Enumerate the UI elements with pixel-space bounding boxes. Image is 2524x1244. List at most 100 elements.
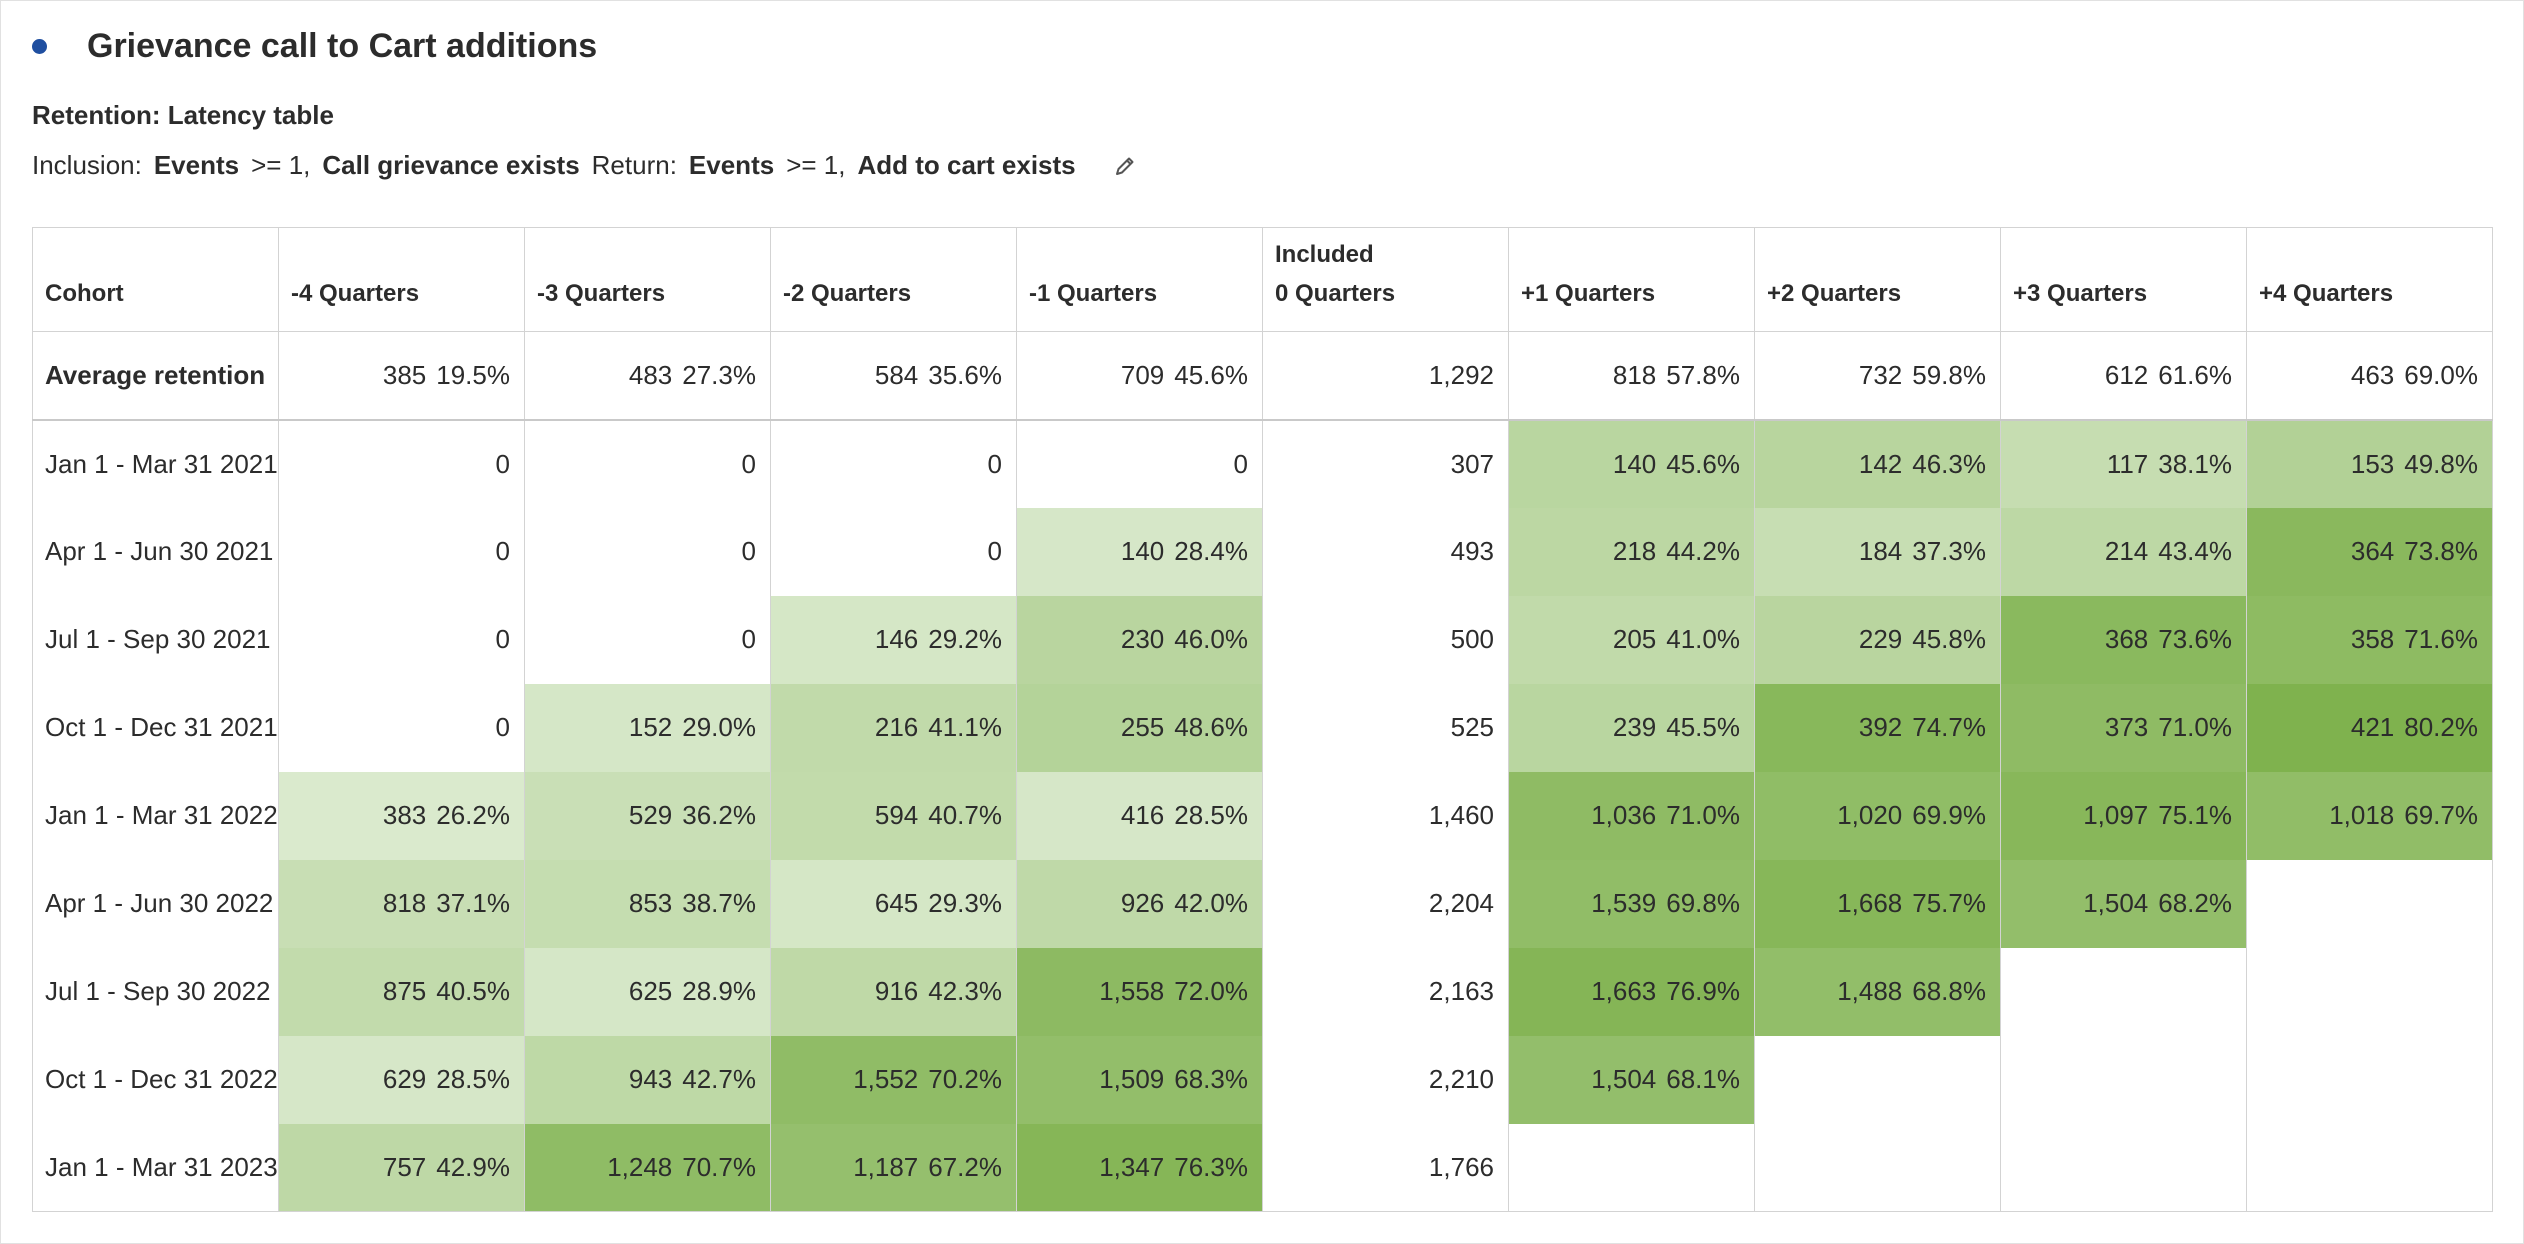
cell-count: 0	[741, 536, 756, 566]
cell-count: 230	[1120, 624, 1165, 654]
table-cell: 230 46.0%	[1016, 595, 1263, 684]
cell-percent: 59.8%	[1912, 359, 1986, 390]
column-header[interactable]: +4 Quarters	[2246, 227, 2493, 332]
table-cell: 0	[278, 683, 525, 772]
cell-count: 500	[1450, 624, 1494, 654]
column-header-label: +1 Quarters	[1521, 280, 1656, 307]
table-cell: 483 27.3%	[524, 331, 771, 421]
cohort-label: Oct 1 - Dec 31 2021	[32, 683, 279, 772]
cell-percent: 67.2%	[928, 1151, 1002, 1182]
cell-count: 1,509	[1099, 1064, 1165, 1094]
cell-count: 525	[1450, 712, 1494, 742]
column-header[interactable]: -4 Quarters	[278, 227, 525, 332]
table-cell: 307	[1262, 419, 1509, 508]
cell-percent: 44.2%	[1666, 536, 1740, 566]
table-cell: 383 26.2%	[278, 771, 525, 860]
cell-count: 732	[1858, 359, 1903, 390]
cell-percent: 45.8%	[1912, 624, 1986, 654]
cell-count: 214	[2104, 536, 2149, 566]
cohort-label: Jan 1 - Mar 31 2023	[32, 1123, 279, 1212]
cell-count: 0	[495, 712, 510, 742]
cell-count: 757	[382, 1151, 427, 1182]
column-header-label: -2 Quarters	[783, 280, 912, 307]
column-header[interactable]: -2 Quarters	[770, 227, 1017, 332]
table-cell: 146 29.2%	[770, 595, 1017, 684]
table-cell: 0	[524, 595, 771, 684]
cell-count: 0	[741, 624, 756, 654]
table-row: Oct 1 - Dec 31 2022 629 28.5% 943 42.7% 1,552…	[32, 1035, 2493, 1124]
cell-count: 584	[874, 359, 919, 390]
return-dimension: Add to cart exists	[857, 150, 1076, 180]
table-cell: 625 28.9%	[524, 947, 771, 1036]
table-row: Apr 1 - Jun 30 2021 0 0 0 140 28.4% 493 218 44.2…	[32, 507, 2493, 596]
table-cell: 152 29.0%	[524, 683, 771, 772]
cell-percent: 45.6%	[1174, 359, 1248, 390]
column-header[interactable]: +1 Quarters	[1508, 227, 1755, 332]
table-cell: 1,558 72.0%	[1016, 947, 1263, 1036]
cell-percent: 19.5%	[436, 359, 510, 390]
cell-count: 2,204	[1428, 888, 1494, 918]
table-cell: 392 74.7%	[1754, 683, 2001, 772]
return-label: Return:	[591, 150, 677, 180]
cell-percent: 40.7%	[928, 800, 1002, 830]
cell-count: 142	[1858, 448, 1903, 479]
cell-percent: 80.2%	[2404, 712, 2478, 742]
cell-count: 358	[2350, 624, 2395, 654]
table-cell: 1,766	[1262, 1123, 1509, 1212]
inclusion-operator: >= 1,	[251, 150, 311, 180]
column-header[interactable]: Cohort	[32, 227, 279, 332]
panel-title[interactable]: Grievance call to Cart additions	[87, 26, 598, 65]
inclusion-label: Inclusion:	[32, 150, 142, 180]
table-cell: 818 37.1%	[278, 859, 525, 948]
column-header[interactable]: -3 Quarters	[524, 227, 771, 332]
table-cell: 757 42.9%	[278, 1123, 525, 1212]
table-cell: 1,036 71.0%	[1508, 771, 1755, 860]
table-cell: 1,020 69.9%	[1754, 771, 2001, 860]
table-cell: 2,204	[1262, 859, 1509, 948]
table-cell: 594 40.7%	[770, 771, 1017, 860]
table-cell: 500	[1262, 595, 1509, 684]
cohort-label: Oct 1 - Dec 31 2022	[32, 1035, 279, 1124]
cell-percent: 45.6%	[1666, 448, 1740, 479]
table-cell: 875 40.5%	[278, 947, 525, 1036]
cohort-label: Jul 1 - Sep 30 2022	[32, 947, 279, 1036]
column-header[interactable]: -1 Quarters	[1016, 227, 1263, 332]
table-cell	[2000, 1035, 2247, 1124]
cell-percent: 26.2%	[436, 800, 510, 830]
cell-percent: 28.5%	[436, 1064, 510, 1094]
cell-percent: 71.0%	[2158, 712, 2232, 742]
cell-count: 368	[2104, 624, 2149, 654]
table-cell: 216 41.1%	[770, 683, 1017, 772]
cell-percent: 68.1%	[1666, 1064, 1740, 1094]
cell-count: 1,504	[1591, 1064, 1657, 1094]
table-cell: 218 44.2%	[1508, 507, 1755, 596]
cohort-label: Jan 1 - Mar 31 2022	[32, 771, 279, 860]
cell-percent: 61.6%	[2158, 359, 2232, 390]
cell-percent: 71.6%	[2404, 624, 2478, 654]
table-cell: 612 61.6%	[2000, 331, 2247, 421]
cell-count: 1,504	[2083, 888, 2149, 918]
table-cell: 255 48.6%	[1016, 683, 1263, 772]
table-cell: 1,248 70.7%	[524, 1123, 771, 1212]
table-cell: 214 43.4%	[2000, 507, 2247, 596]
cell-count: 205	[1612, 624, 1657, 654]
table-cell: 140 45.6%	[1508, 419, 1755, 508]
column-header-label: 0 Quarters	[1275, 280, 1396, 307]
cell-count: 594	[874, 800, 919, 830]
status-dot-icon	[32, 38, 47, 54]
cell-percent: 45.5%	[1666, 712, 1740, 742]
table-cell: 140 28.4%	[1016, 507, 1263, 596]
column-header[interactable]: Included 0 Quarters	[1262, 227, 1509, 332]
cell-percent: 69.9%	[1912, 800, 1986, 830]
cell-count: 1,668	[1837, 888, 1903, 918]
column-header[interactable]: +2 Quarters	[1754, 227, 2001, 332]
column-header[interactable]: +3 Quarters	[2000, 227, 2247, 332]
cell-percent: 42.7%	[682, 1064, 756, 1094]
cell-percent: 41.0%	[1666, 624, 1740, 654]
pencil-icon[interactable]	[1112, 153, 1138, 179]
table-cell: 1,668 75.7%	[1754, 859, 2001, 948]
cell-count: 117	[2106, 448, 2149, 479]
cell-count: 229	[1858, 624, 1903, 654]
table-cell	[1754, 1035, 2001, 1124]
cell-count: 0	[1233, 448, 1248, 479]
